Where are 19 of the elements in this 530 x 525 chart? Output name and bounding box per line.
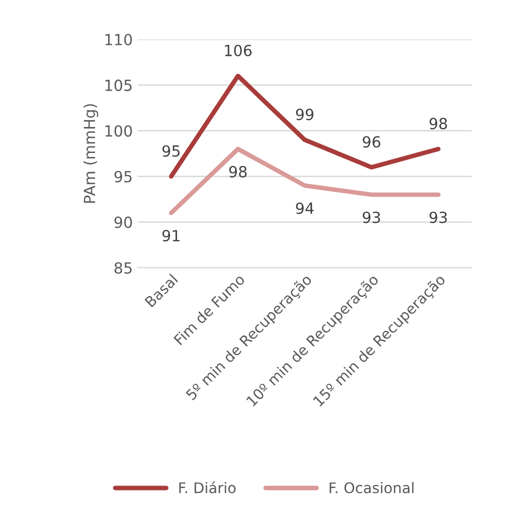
data-label: 93 xyxy=(362,212,380,224)
y-tick-label: 100 xyxy=(105,125,132,137)
y-tick-label: 95 xyxy=(114,170,132,182)
data-label: 93 xyxy=(430,212,447,224)
legend-label: F. Ocasional xyxy=(330,482,414,494)
data-label: 99 xyxy=(296,108,314,120)
data-label: 94 xyxy=(296,202,314,214)
y-tick-label: 90 xyxy=(114,216,132,228)
data-label: 98 xyxy=(430,118,447,130)
data-label: 95 xyxy=(162,145,180,157)
legend-label: F. Diário xyxy=(179,481,236,494)
y-tick-label: 105 xyxy=(105,80,132,92)
data-label: 106 xyxy=(225,44,252,56)
data-label: 98 xyxy=(229,166,247,178)
y-tick-label: 110 xyxy=(105,34,132,46)
data-label: 91 xyxy=(162,230,180,242)
y-tick-label: 85 xyxy=(114,262,132,274)
data-label: 96 xyxy=(362,136,380,148)
y-axis-title: PAm (mmHg) xyxy=(83,104,98,203)
